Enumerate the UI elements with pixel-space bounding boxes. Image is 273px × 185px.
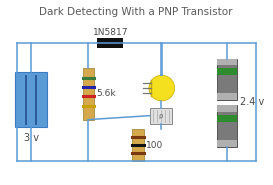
Text: 100: 100 — [146, 141, 163, 150]
FancyBboxPatch shape — [97, 38, 123, 48]
Text: 1N5817: 1N5817 — [93, 28, 128, 37]
Text: ρ: ρ — [159, 113, 163, 119]
FancyBboxPatch shape — [150, 108, 172, 124]
Circle shape — [149, 75, 175, 101]
FancyBboxPatch shape — [217, 105, 237, 147]
Text: 2.4 v: 2.4 v — [240, 97, 264, 107]
FancyBboxPatch shape — [15, 72, 47, 127]
Text: 3 v: 3 v — [23, 133, 38, 143]
Text: Dark Detecting With a PNP Transistor: Dark Detecting With a PNP Transistor — [39, 7, 233, 17]
FancyBboxPatch shape — [217, 68, 237, 75]
Text: 5.6k: 5.6k — [96, 90, 115, 98]
FancyBboxPatch shape — [132, 130, 144, 161]
FancyBboxPatch shape — [83, 68, 94, 120]
FancyBboxPatch shape — [217, 93, 237, 100]
FancyBboxPatch shape — [217, 105, 237, 112]
FancyBboxPatch shape — [217, 115, 237, 122]
FancyBboxPatch shape — [217, 58, 237, 65]
FancyBboxPatch shape — [217, 58, 237, 100]
FancyBboxPatch shape — [217, 140, 237, 147]
